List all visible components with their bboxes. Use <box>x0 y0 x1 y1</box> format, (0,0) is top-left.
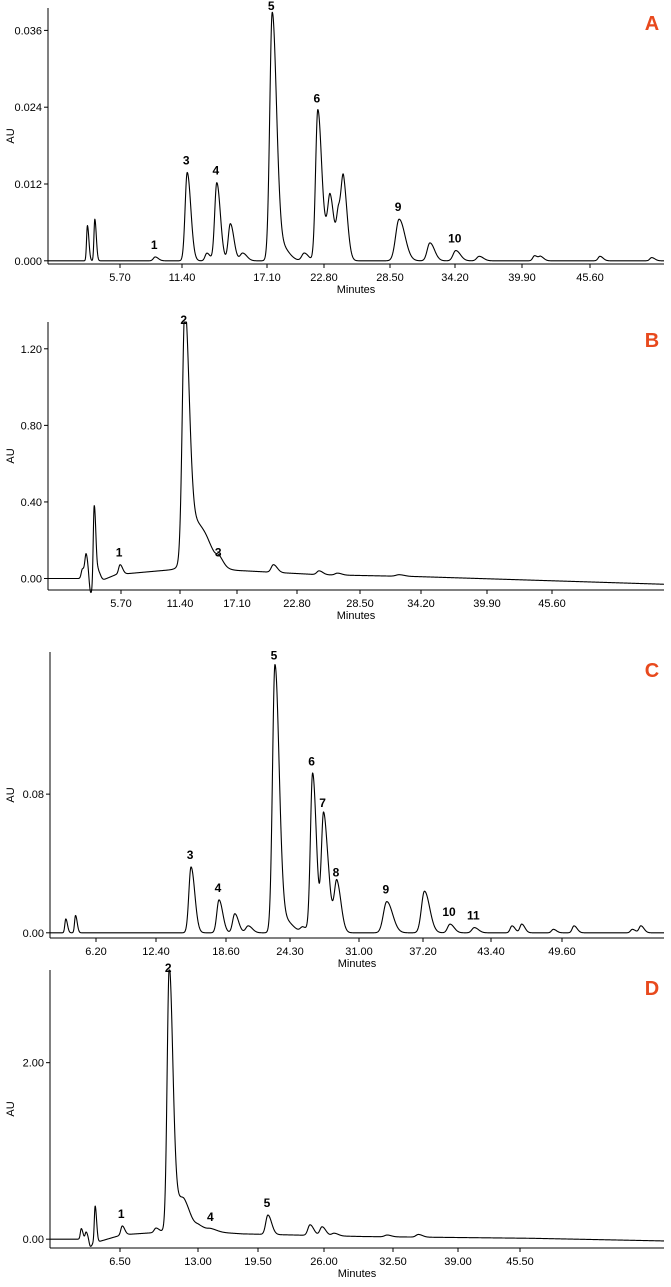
x-tick-label: 43.40 <box>477 946 505 958</box>
x-tick-label: 32.50 <box>379 1256 407 1268</box>
x-tick-label: 12.40 <box>142 946 170 958</box>
panel-letter: A <box>645 13 659 35</box>
x-tick-label: 17.10 <box>223 598 251 610</box>
y-axis-label: AU <box>5 1101 17 1116</box>
x-tick-label: 34.20 <box>441 272 469 284</box>
chart-panel-b: 0.00 0.40 0.80 1.20 5.70 11.40 17.10 22.80 28.50… <box>5 313 665 622</box>
peak-label: 1 <box>116 546 123 560</box>
x-tick-label: 45.60 <box>538 598 566 610</box>
x-tick-label: 39.90 <box>473 598 501 610</box>
y-tick-label: 0.08 <box>23 789 44 801</box>
peak-label: 10 <box>442 905 456 919</box>
peak-label: 3 <box>215 545 222 559</box>
x-tick-label: 37.20 <box>409 946 437 958</box>
x-tick-label: 22.80 <box>310 272 338 284</box>
peak-label: 1 <box>118 1207 125 1221</box>
panel-letter: B <box>645 330 659 352</box>
x-tick-label: 19.50 <box>244 1256 272 1268</box>
y-tick-label: 2.00 <box>23 1058 44 1070</box>
peak-label: 4 <box>212 164 219 178</box>
peak-label: 3 <box>187 848 194 862</box>
peak-label: 7 <box>319 796 326 810</box>
x-tick-label: 39.00 <box>444 1256 472 1268</box>
peak-label: 9 <box>382 883 389 897</box>
chromatogram-trace <box>47 11 665 262</box>
x-axis-label: Minutes <box>337 610 376 622</box>
x-tick-label: 45.60 <box>576 272 604 284</box>
x-tick-label: 39.90 <box>508 272 536 284</box>
panel-letter: D <box>645 978 659 1000</box>
x-tick-label: 28.50 <box>346 598 374 610</box>
peak-label: 3 <box>183 153 190 167</box>
x-tick-label: 11.40 <box>167 598 194 610</box>
peak-label: 5 <box>264 1196 271 1210</box>
y-tick-label: 0.00 <box>23 1234 44 1246</box>
x-tick-label: 22.80 <box>283 598 311 610</box>
y-tick-label: 0.000 <box>14 256 42 268</box>
chromatogram-trace <box>49 969 665 1247</box>
peak-label: 2 <box>180 313 187 327</box>
y-axis-label: AU <box>5 448 17 463</box>
chart-panel-d: 0.00 2.00 6.50 13.00 19.50 26.00 32.50 39.00 45.… <box>5 961 665 1280</box>
chromatogram-trace <box>49 664 665 934</box>
x-tick-label: 6.20 <box>85 946 106 958</box>
x-tick-label: 28.50 <box>376 272 404 284</box>
peak-label: 9 <box>395 200 402 214</box>
x-tick-label: 26.00 <box>310 1256 338 1268</box>
x-axis-label: Minutes <box>337 284 376 296</box>
x-tick-label: 13.00 <box>184 1256 212 1268</box>
x-tick-label: 31.00 <box>345 946 373 958</box>
peak-label: 2 <box>165 961 172 975</box>
x-tick-label: 34.20 <box>407 598 435 610</box>
x-axis-label: Minutes <box>338 958 377 970</box>
peak-label: 6 <box>313 91 320 105</box>
x-tick-label: 17.10 <box>253 272 281 284</box>
x-tick-label: 5.70 <box>110 598 131 610</box>
y-tick-label: 0.00 <box>23 928 44 940</box>
y-tick-label: 0.036 <box>14 25 42 37</box>
x-tick-label: 24.30 <box>276 946 304 958</box>
chart-panel-c: 0.00 0.08 6.20 12.40 18.60 24.30 31.00 37.20 43.… <box>5 649 665 970</box>
y-tick-label: 1.20 <box>21 344 42 356</box>
peak-label: 11 <box>467 909 480 923</box>
y-tick-label: 0.024 <box>14 102 42 114</box>
peak-label: 6 <box>308 754 315 768</box>
chromatogram-trace <box>47 321 665 594</box>
peak-label: 4 <box>207 1210 214 1224</box>
peak-label: 8 <box>333 865 340 879</box>
y-tick-label: 0.012 <box>14 179 42 191</box>
y-axis-label: AU <box>5 128 17 143</box>
x-tick-label: 49.60 <box>548 946 576 958</box>
peak-label: 4 <box>215 881 222 895</box>
x-axis-label: Minutes <box>338 1268 377 1280</box>
x-tick-label: 11.40 <box>169 272 196 284</box>
panel-letter: C <box>645 660 659 682</box>
chart-panel-a: 0.000 0.012 0.024 0.036 5.70 11.40 17.10 22.80 2… <box>5 0 665 296</box>
peak-label: 1 <box>151 238 158 252</box>
x-tick-label: 5.70 <box>109 272 130 284</box>
peak-label: 10 <box>448 232 462 246</box>
peak-label: 5 <box>268 0 275 13</box>
y-tick-label: 0.80 <box>21 420 42 432</box>
y-axis-label: AU <box>5 787 17 802</box>
y-tick-label: 0.40 <box>21 497 42 509</box>
x-tick-label: 18.60 <box>212 946 240 958</box>
x-tick-label: 45.50 <box>506 1256 534 1268</box>
peak-label: 5 <box>271 649 278 663</box>
x-tick-label: 6.50 <box>109 1256 130 1268</box>
y-tick-label: 0.00 <box>21 574 42 586</box>
